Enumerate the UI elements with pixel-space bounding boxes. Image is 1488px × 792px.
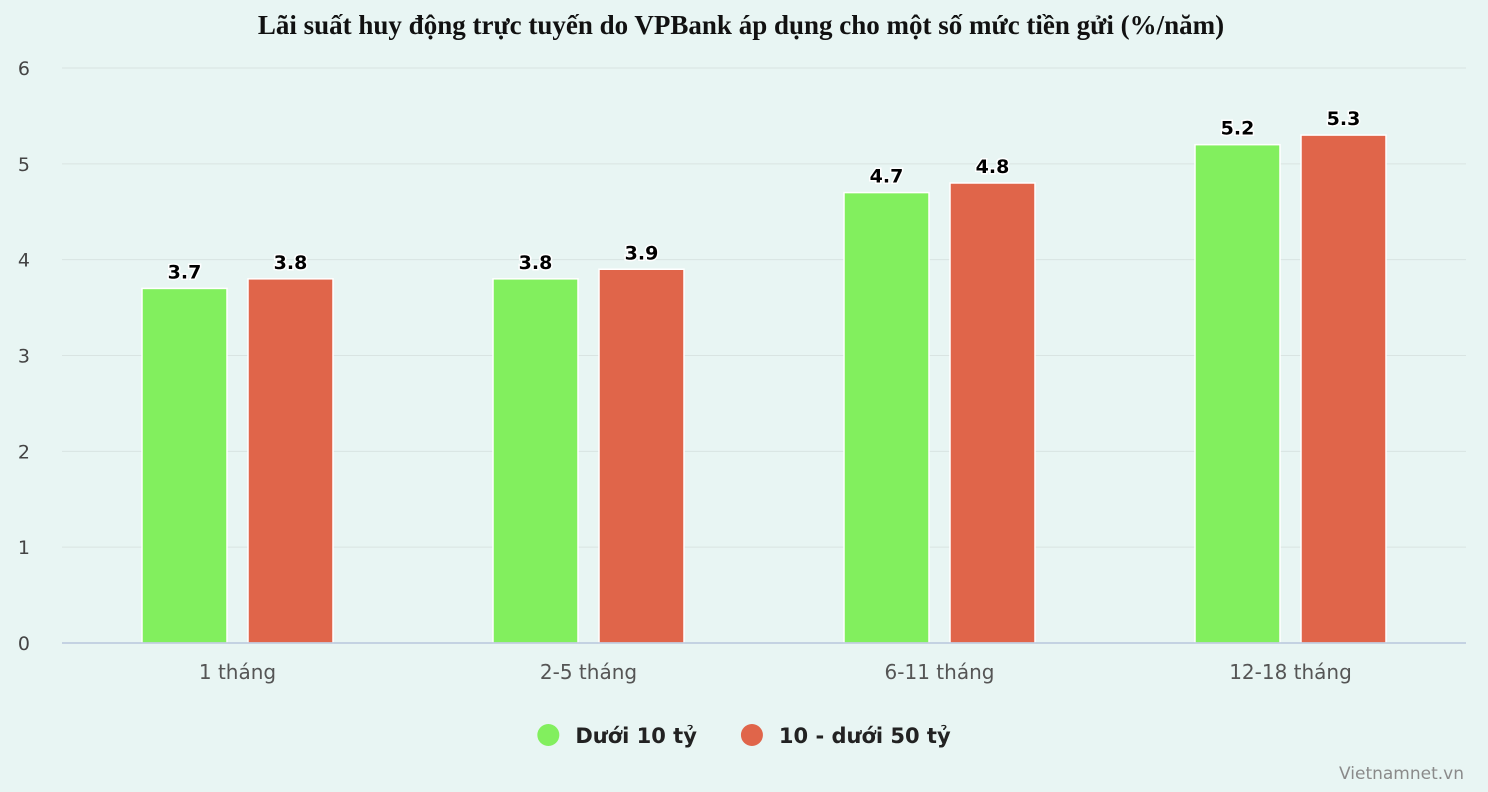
x-tick-label: 1 tháng (199, 660, 276, 684)
y-tick-label: 3 (18, 346, 30, 368)
data-label: 3.8 (519, 252, 553, 274)
bar (843, 191, 930, 644)
legend-item[interactable]: 10 - dưới 50 tỷ (740, 724, 951, 748)
y-tick-label: 4 (18, 250, 30, 272)
bar (141, 287, 228, 644)
data-label: 4.7 (870, 166, 904, 188)
chart-title: Lãi suất huy động trực tuyến do VPBank á… (258, 10, 1224, 40)
y-tick-label: 1 (18, 537, 30, 559)
legend-label: Dưới 10 tỷ (575, 724, 697, 748)
x-tick-label: 12-18 tháng (1229, 660, 1352, 684)
legend-marker (537, 724, 560, 746)
bar (598, 268, 685, 644)
data-labels: 3.7 3.8 3.8 3.9 4.7 4.8 5.2 5.3 (166, 107, 1362, 285)
data-label: 4.8 (976, 156, 1010, 178)
legend-marker (740, 724, 763, 746)
y-tick-label: 5 (18, 154, 30, 176)
x-tick-label: 2-5 tháng (540, 660, 637, 684)
y-tick-label: 6 (18, 58, 30, 80)
source-credit: Vietnamnet.vn (1339, 764, 1464, 784)
bars (141, 134, 1387, 644)
y-axis-ticks: 0 1 2 3 4 5 6 (18, 58, 30, 655)
data-label: 3.8 (274, 252, 308, 274)
x-axis-ticks: 1 tháng 2-5 tháng 6-11 tháng 12-18 tháng (199, 660, 1352, 684)
data-label: 5.2 (1221, 118, 1255, 140)
data-label: 3.9 (625, 242, 659, 264)
bar (492, 278, 579, 644)
data-label: 5.3 (1327, 108, 1361, 130)
bar (1194, 143, 1281, 644)
y-tick-label: 2 (18, 441, 30, 463)
y-tick-label: 0 (18, 633, 30, 655)
bar (949, 182, 1036, 644)
legend-label: 10 - dưới 50 tỷ (779, 724, 951, 748)
bar (247, 278, 334, 644)
bar (1300, 134, 1387, 644)
legend: Dưới 10 tỷ 10 - dưới 50 tỷ (537, 724, 951, 748)
x-tick-label: 6-11 tháng (885, 660, 995, 684)
data-label: 3.7 (168, 261, 202, 283)
legend-item[interactable]: Dưới 10 tỷ (537, 724, 697, 748)
